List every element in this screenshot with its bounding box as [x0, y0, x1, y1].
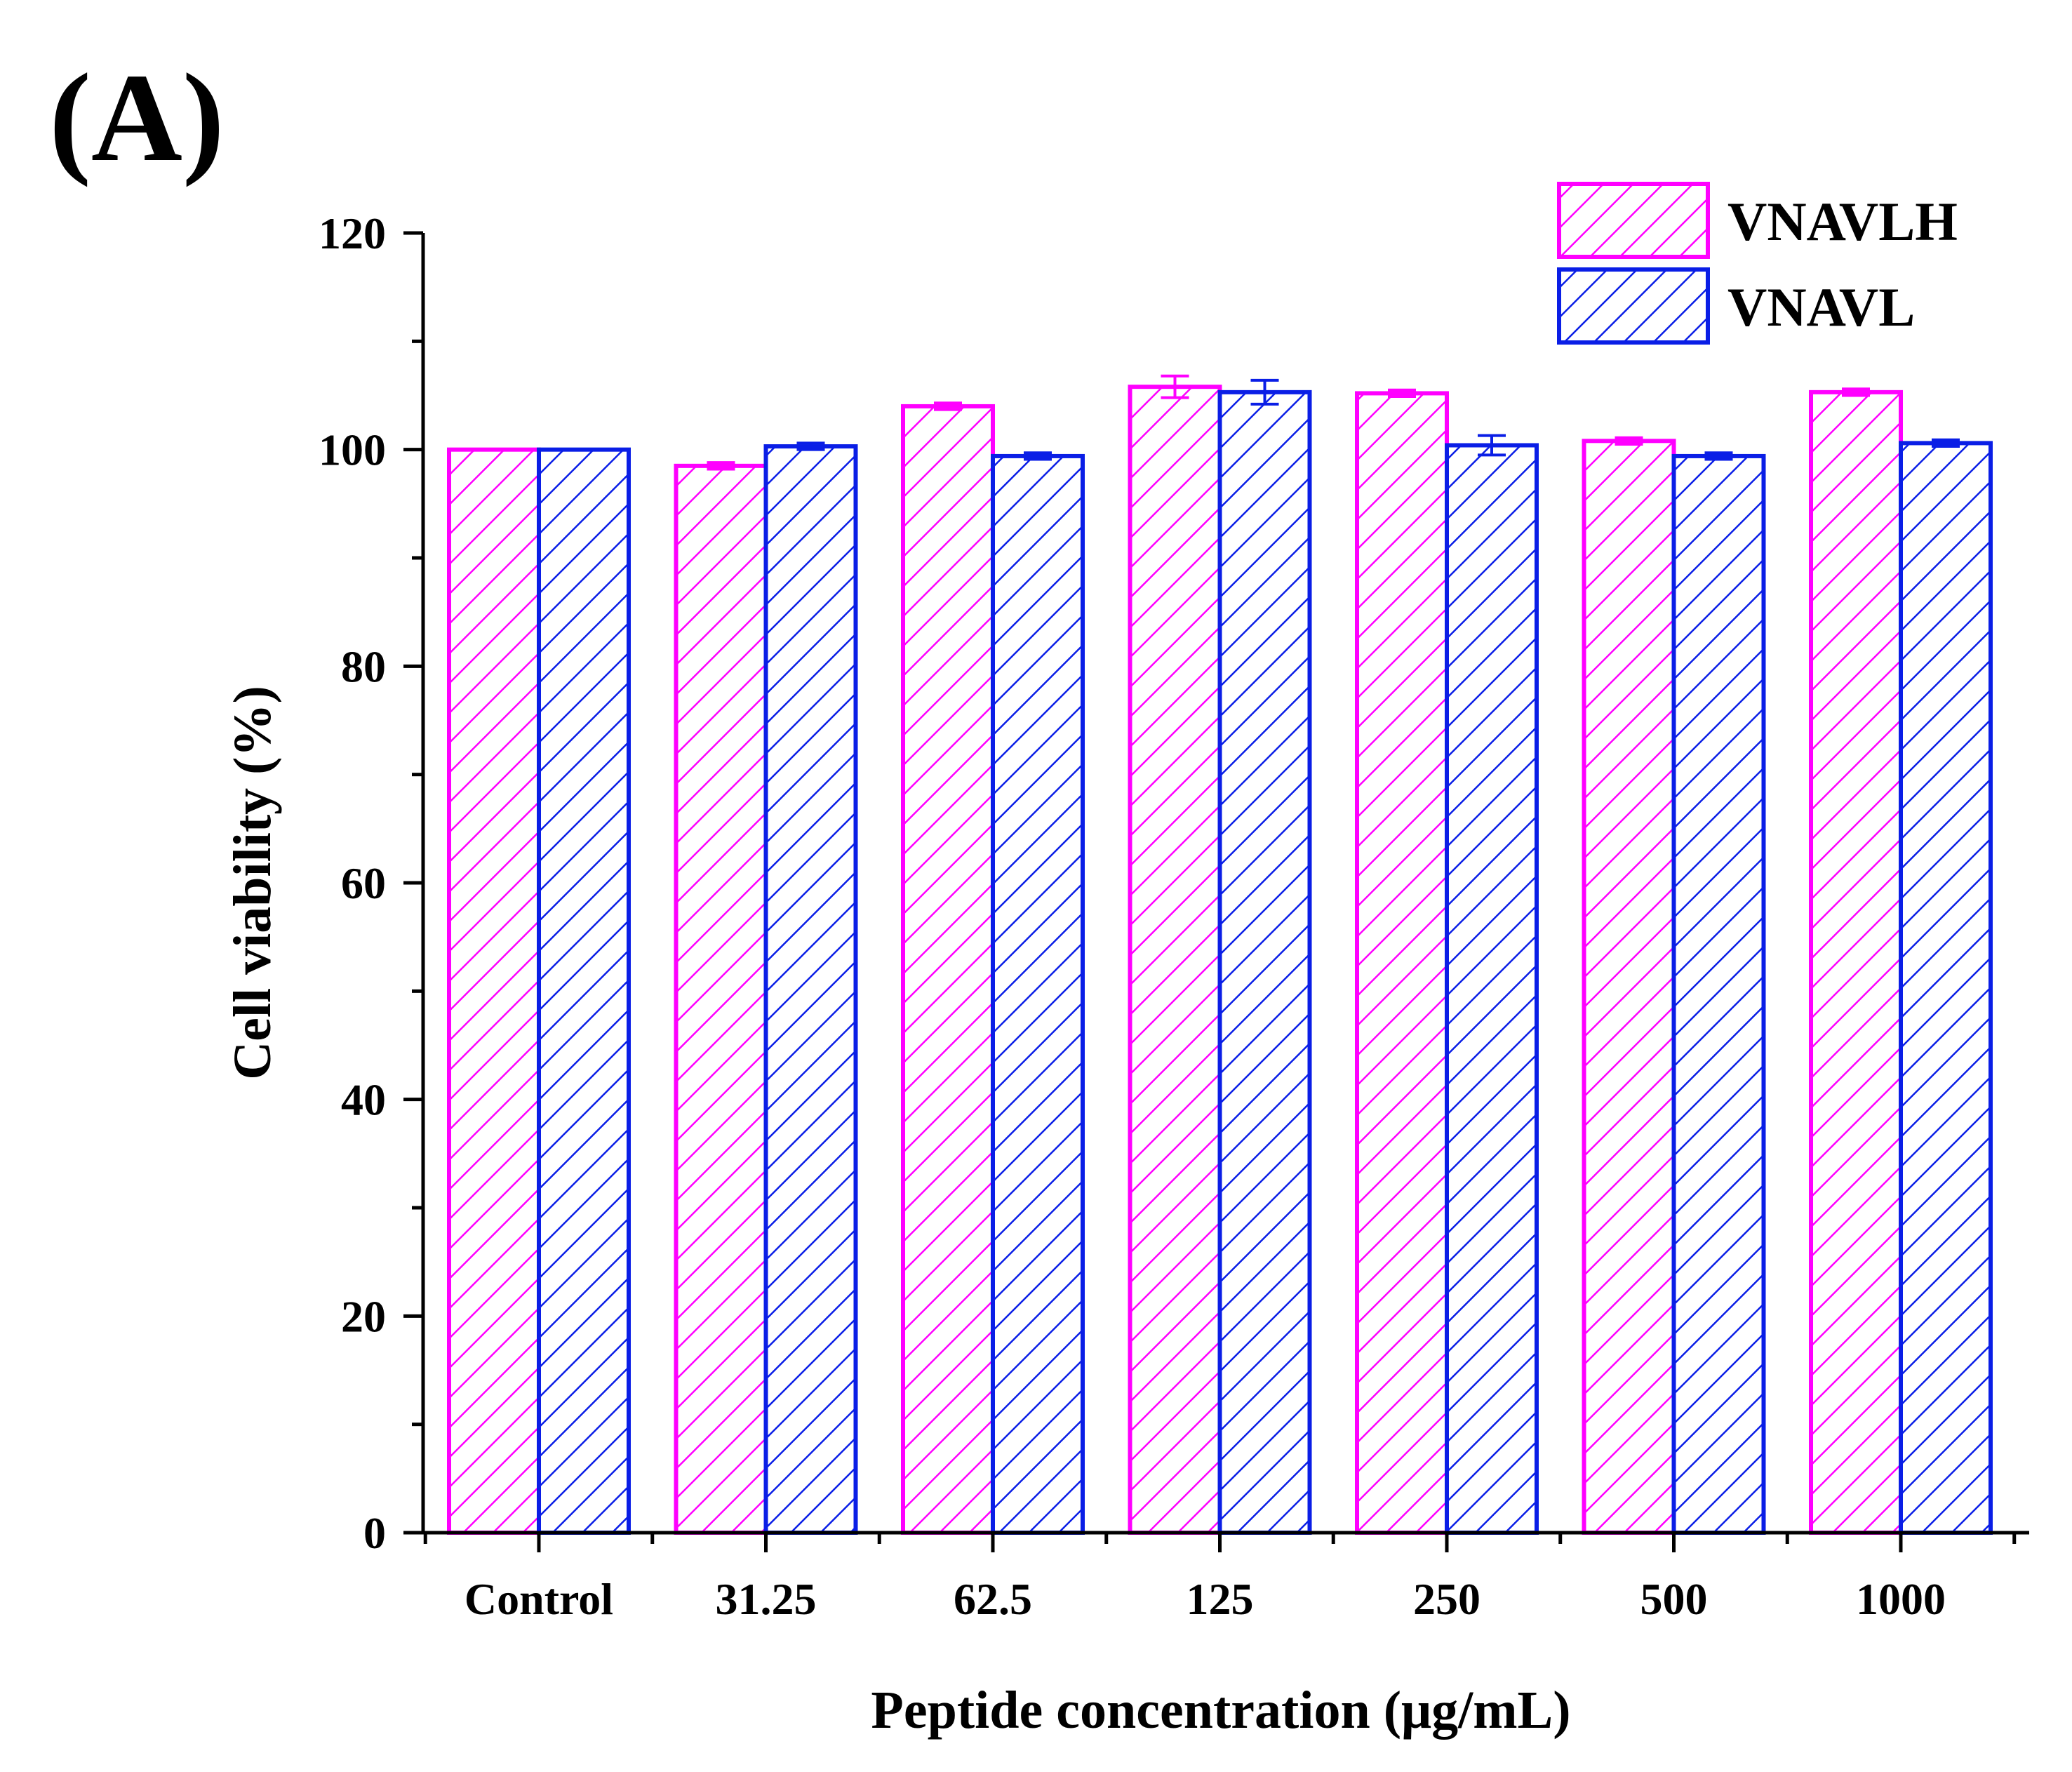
bar [1217, 389, 1312, 1535]
y-tick-label: 80 [341, 641, 386, 691]
bar [1445, 443, 1539, 1535]
y-ticks: 0 20 40 60 80 100 120 [319, 208, 423, 1558]
bar [674, 463, 768, 1535]
legend-swatch [1557, 182, 1710, 259]
bar [1809, 389, 1903, 1535]
y-tick-label: 0 [363, 1508, 386, 1558]
x-tick-label: 1000 [1856, 1574, 1946, 1624]
bar [1355, 391, 1449, 1535]
panel-label: (A) [49, 48, 225, 187]
x-tick-label: 62.5 [954, 1574, 1032, 1624]
y-tick-label: 60 [341, 858, 386, 908]
x-tick-label: 250 [1413, 1574, 1481, 1624]
bar [1128, 385, 1222, 1535]
error-bars-layer [707, 374, 1960, 471]
bar [763, 444, 858, 1535]
y-tick-label: 40 [341, 1075, 386, 1125]
bar [447, 447, 541, 1535]
x-axis-label: Peptide concentration (μg/mL) [871, 1681, 1570, 1740]
bar [991, 453, 1085, 1535]
x-tick-label: 500 [1640, 1574, 1708, 1624]
legend-label: VNAVL [1727, 277, 1915, 338]
y-axis-label: Cell viability (%) [223, 686, 282, 1080]
bar [1899, 441, 1993, 1535]
x-tick-label: 31.25 [716, 1574, 817, 1624]
legend-label: VNAVLH [1727, 191, 1958, 252]
x-tick-label: Control [464, 1574, 613, 1624]
x-tick-label: 125 [1187, 1574, 1254, 1624]
bar [901, 404, 995, 1535]
bar [1582, 439, 1676, 1535]
y-tick-label: 100 [319, 425, 386, 475]
bar [1671, 453, 1766, 1535]
bars-layer [447, 385, 1993, 1535]
bar [537, 447, 631, 1535]
x-ticks: Control 31.25 62.5 125 250 500 1000 [423, 1533, 2017, 1624]
legend: VNAVLH VNAVL [1557, 182, 1958, 345]
legend-swatch [1557, 267, 1710, 345]
y-tick-label: 120 [319, 208, 386, 258]
y-tick-label: 20 [341, 1291, 386, 1341]
